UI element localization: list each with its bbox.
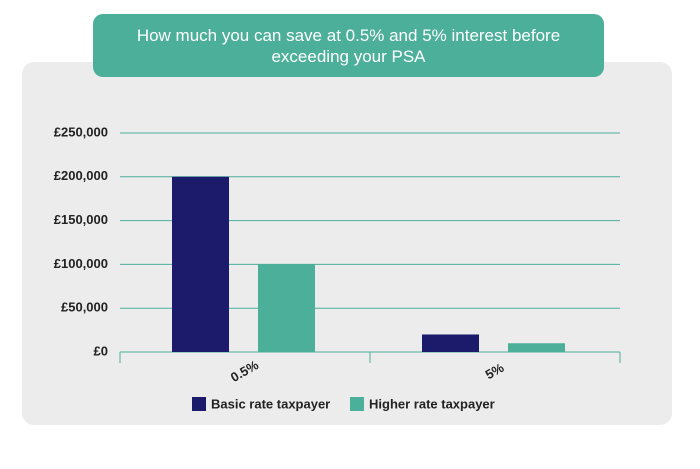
bar (172, 176, 229, 352)
chart-panel (22, 62, 672, 425)
y-tick-label: £50,000 (61, 300, 108, 315)
chart-title: How much you can save at 0.5% and 5% int… (93, 14, 604, 77)
legend-swatch (350, 397, 364, 411)
legend-swatch (192, 397, 206, 411)
y-tick-label: £0 (94, 343, 108, 358)
y-tick-label: £250,000 (54, 124, 108, 139)
x-tick-label: 0.5% (228, 357, 262, 385)
x-tick-label: 5% (483, 360, 507, 383)
legend-label: Basic rate taxpayer (211, 396, 330, 411)
y-tick-label: £150,000 (54, 212, 108, 227)
bar (508, 343, 565, 352)
y-tick-label: £100,000 (54, 256, 108, 271)
bar (258, 264, 315, 352)
legend-label: Higher rate taxpayer (369, 396, 495, 411)
y-tick-label: £200,000 (54, 168, 108, 183)
bar (422, 334, 479, 352)
